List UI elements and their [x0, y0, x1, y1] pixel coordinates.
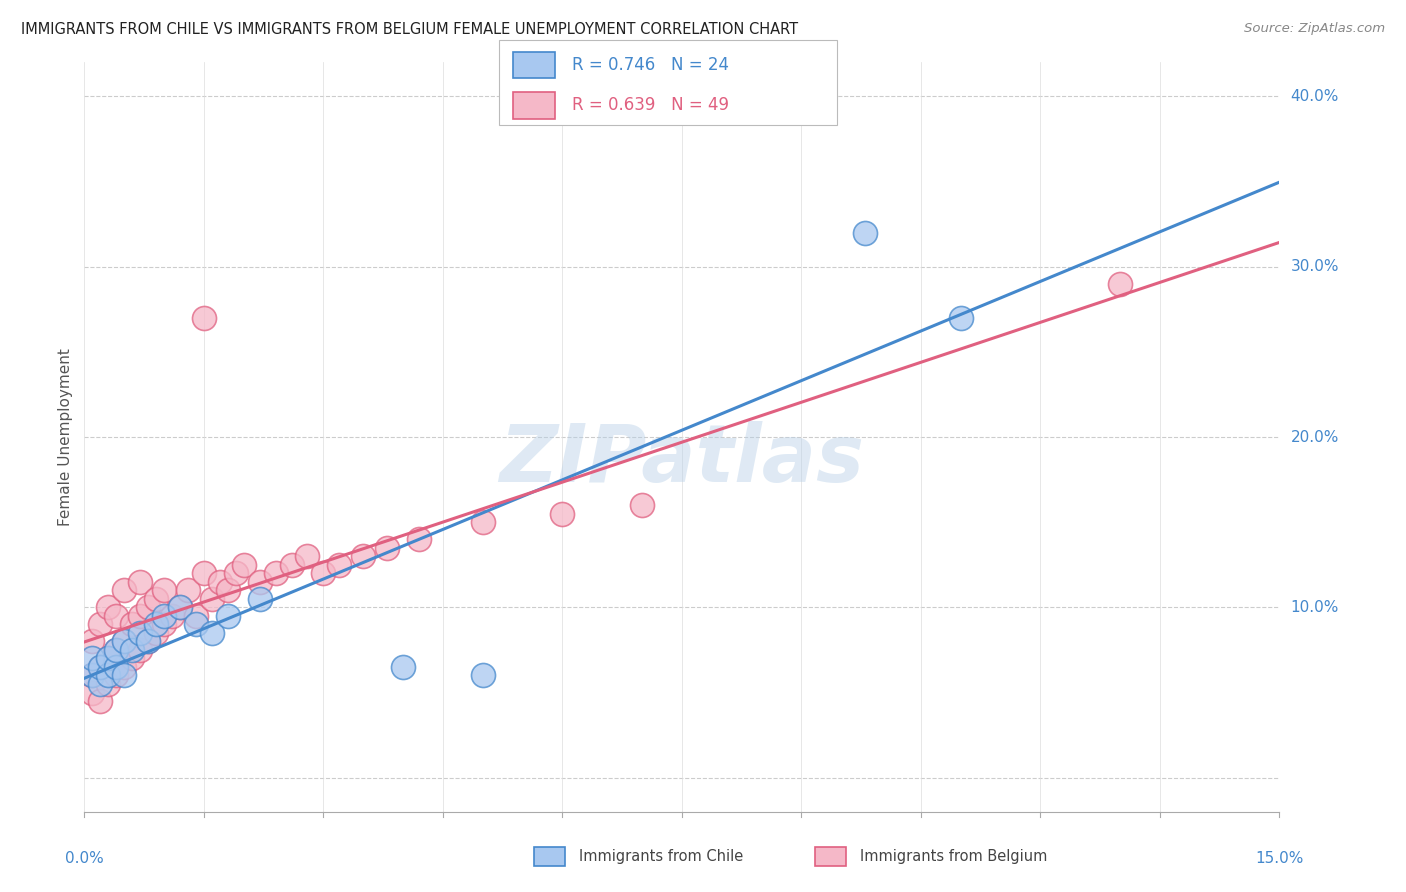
Point: [97, 651, 120, 665]
Point: [408, 533, 430, 547]
Point: [471, 668, 494, 682]
Point: [145, 626, 167, 640]
Point: [82, 685, 104, 699]
Text: Immigrants from Belgium: Immigrants from Belgium: [860, 849, 1047, 863]
Point: [551, 507, 574, 521]
Point: [153, 608, 176, 623]
Point: [153, 583, 176, 598]
Point: [105, 643, 128, 657]
Point: [193, 566, 215, 581]
Point: [105, 643, 128, 657]
Point: [105, 668, 128, 682]
Point: [193, 310, 215, 325]
Point: [89, 677, 111, 691]
Text: 20.0%: 20.0%: [1291, 430, 1339, 444]
Point: [264, 566, 287, 581]
Point: [121, 643, 143, 657]
Text: R = 0.639   N = 49: R = 0.639 N = 49: [572, 96, 730, 114]
Point: [129, 643, 152, 657]
Text: 15.0%: 15.0%: [1256, 851, 1303, 865]
Point: [312, 566, 335, 581]
Text: Immigrants from Chile: Immigrants from Chile: [579, 849, 744, 863]
Text: 30.0%: 30.0%: [1291, 260, 1339, 274]
Point: [249, 591, 271, 606]
Point: [112, 668, 135, 682]
Point: [89, 660, 111, 674]
Point: [112, 660, 135, 674]
Point: [89, 617, 111, 632]
Y-axis label: Female Unemployment: Female Unemployment: [58, 348, 73, 526]
Point: [145, 617, 167, 632]
Point: [169, 600, 191, 615]
Point: [177, 583, 200, 598]
Point: [82, 651, 104, 665]
Point: [82, 668, 104, 682]
Point: [160, 608, 183, 623]
Point: [184, 608, 207, 623]
Point: [328, 558, 350, 572]
Point: [129, 626, 152, 640]
Point: [89, 660, 111, 674]
Point: [136, 634, 159, 648]
Point: [217, 608, 239, 623]
Point: [169, 600, 191, 615]
Point: [121, 617, 143, 632]
Point: [208, 574, 231, 589]
Point: [105, 608, 128, 623]
Point: [201, 591, 224, 606]
Point: [136, 600, 159, 615]
Point: [136, 634, 159, 648]
Text: Source: ZipAtlas.com: Source: ZipAtlas.com: [1244, 22, 1385, 36]
Point: [97, 668, 120, 682]
Point: [249, 574, 271, 589]
Point: [82, 668, 104, 682]
Point: [112, 634, 135, 648]
Point: [97, 600, 120, 615]
Point: [105, 660, 128, 674]
Text: IMMIGRANTS FROM CHILE VS IMMIGRANTS FROM BELGIUM FEMALE UNEMPLOYMENT CORRELATION: IMMIGRANTS FROM CHILE VS IMMIGRANTS FROM…: [21, 22, 799, 37]
Point: [352, 549, 374, 564]
Point: [121, 651, 143, 665]
Point: [471, 515, 494, 529]
Point: [89, 694, 111, 708]
Text: ZIPatlas: ZIPatlas: [499, 420, 865, 499]
Text: 0.0%: 0.0%: [65, 851, 104, 865]
Text: R = 0.746   N = 24: R = 0.746 N = 24: [572, 56, 730, 74]
Point: [97, 651, 120, 665]
Point: [145, 591, 167, 606]
Point: [129, 574, 152, 589]
Point: [853, 226, 876, 240]
Point: [201, 626, 224, 640]
Text: 40.0%: 40.0%: [1291, 89, 1339, 104]
Point: [112, 583, 135, 598]
Point: [184, 617, 207, 632]
Point: [97, 677, 120, 691]
Point: [112, 634, 135, 648]
Point: [82, 634, 104, 648]
Point: [232, 558, 254, 572]
Text: 10.0%: 10.0%: [1291, 600, 1339, 615]
Point: [280, 558, 302, 572]
Point: [392, 660, 415, 674]
Point: [225, 566, 247, 581]
Point: [949, 310, 972, 325]
Point: [297, 549, 319, 564]
Point: [129, 608, 152, 623]
Point: [217, 583, 239, 598]
Point: [153, 617, 176, 632]
Point: [375, 541, 398, 555]
Point: [1109, 277, 1132, 291]
Point: [631, 498, 654, 512]
